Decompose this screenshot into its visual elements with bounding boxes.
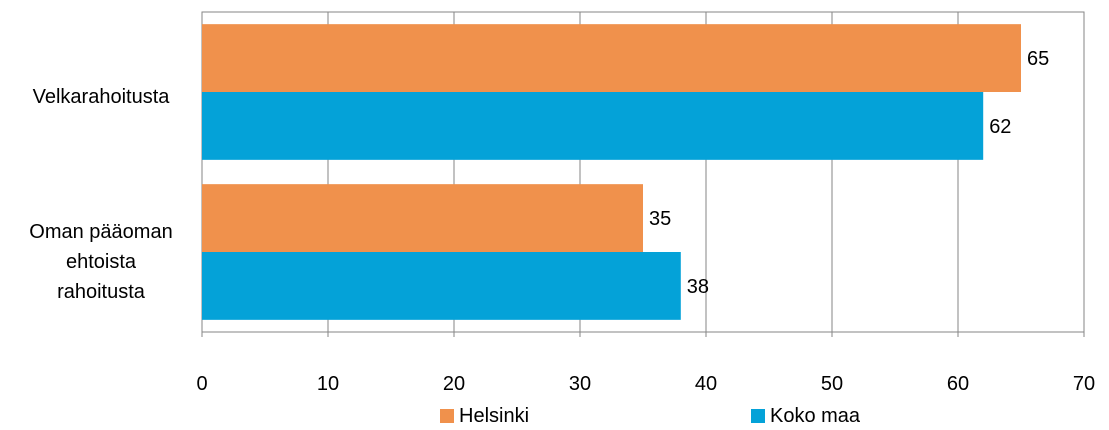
legend-swatch-helsinki bbox=[440, 409, 454, 423]
x-tick-label-0: 0 bbox=[196, 373, 207, 395]
data-label-koko-maa-1: 38 bbox=[687, 276, 709, 298]
legend-item-koko-maa: Koko maa bbox=[751, 405, 860, 427]
data-label-helsinki-0: 65 bbox=[1027, 48, 1049, 70]
category-label-line: Velkarahoitusta bbox=[32, 86, 170, 108]
x-tick-label-70: 70 bbox=[1073, 373, 1095, 395]
bar-koko-maa-0 bbox=[202, 92, 984, 160]
bar-helsinki-0 bbox=[202, 24, 1021, 92]
legend-item-helsinki: Helsinki bbox=[440, 405, 529, 427]
legend-label-koko-maa: Koko maa bbox=[770, 404, 861, 427]
category-label-line: Oman pääoman bbox=[29, 221, 173, 243]
x-tick-label-40: 40 bbox=[695, 373, 717, 395]
legend-swatch-koko-maa bbox=[751, 409, 765, 423]
category-label-line: ehtoista bbox=[65, 251, 137, 273]
legend-label-helsinki: Helsinki bbox=[459, 404, 530, 427]
data-label-helsinki-1: 35 bbox=[649, 208, 671, 230]
x-tick-label-10: 10 bbox=[317, 373, 339, 395]
category-label-oman-paaoman-ehtoista-rahoitusta: Oman pääoman ehtoista rahoitusta bbox=[6, 217, 196, 307]
value-labels: 65 35 62 38 bbox=[649, 48, 1049, 298]
data-label-koko-maa-0: 62 bbox=[989, 116, 1011, 138]
x-axis-ticks: 0 10 20 30 40 50 60 70 bbox=[196, 332, 1095, 395]
x-tick-label-30: 30 bbox=[569, 373, 591, 395]
x-tick-label-20: 20 bbox=[443, 373, 465, 395]
x-tick-label-50: 50 bbox=[821, 373, 843, 395]
bar-helsinki-1 bbox=[202, 184, 643, 252]
bar-koko-maa-1 bbox=[202, 252, 681, 320]
bars bbox=[202, 24, 1021, 320]
category-label-velkarahoitusta: Velkarahoitusta bbox=[6, 82, 196, 112]
category-label-line: rahoitusta bbox=[57, 281, 145, 303]
x-tick-label-60: 60 bbox=[947, 373, 969, 395]
